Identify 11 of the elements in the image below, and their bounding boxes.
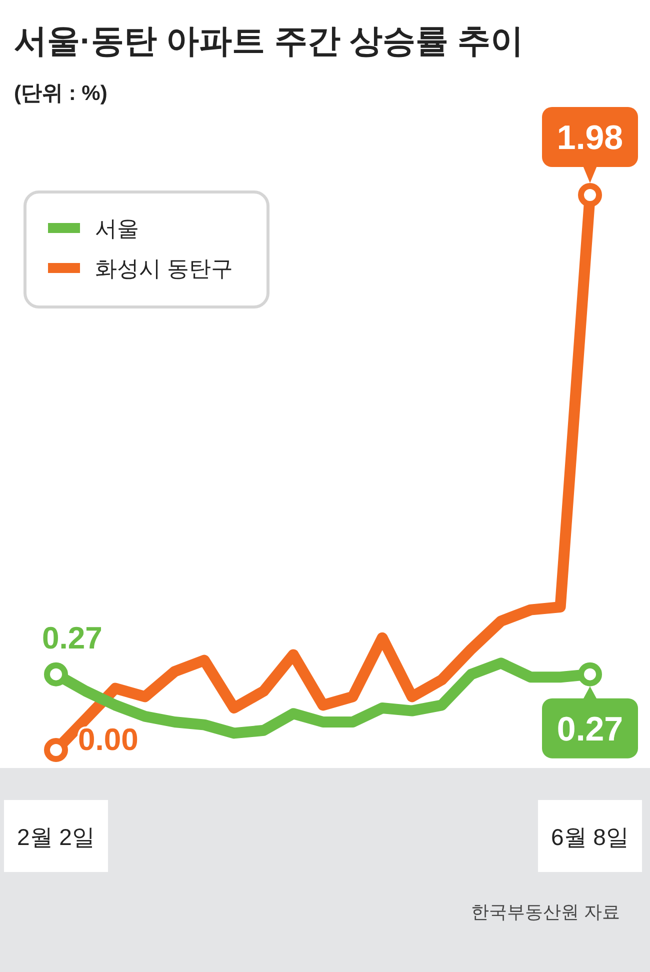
chart-title: 서울·동탄 아파트 주간 상승률 추이 [14, 22, 524, 59]
text: 한국부동산원 자료 [470, 902, 620, 922]
data-label: 0.00 [78, 722, 138, 757]
data-label: 0.27 [556, 710, 624, 748]
legend-label: 서울 [95, 216, 139, 241]
legend-label: 화성시 동탄구 [95, 256, 234, 281]
x-tick-label: 2월 2일 [17, 824, 95, 850]
data-label: 0.27 [42, 620, 102, 656]
chart-subtitle: (단위 : %) [14, 82, 108, 105]
data-label: 1.98 [556, 119, 624, 157]
x-tick-label: 6월 8일 [551, 824, 629, 850]
